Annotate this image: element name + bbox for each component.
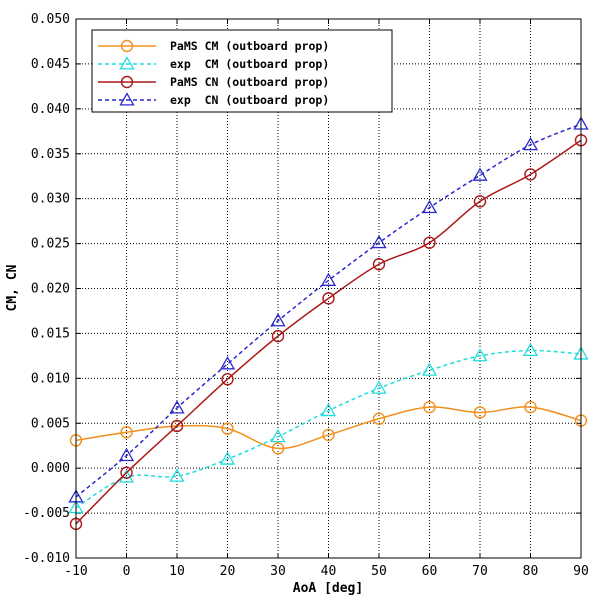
y-tick-label: 0.005 — [31, 416, 70, 431]
data-point — [320, 272, 337, 286]
x-tick-label: 30 — [270, 564, 286, 579]
legend-marker — [120, 39, 134, 53]
y-tick-label: 0.050 — [31, 12, 70, 27]
data-point — [118, 447, 135, 462]
data-point — [423, 400, 436, 414]
legend-marker — [119, 56, 135, 70]
plot-frame — [75, 18, 582, 559]
y-tick-label: 0.015 — [31, 326, 70, 341]
data-point — [221, 422, 234, 435]
data-point — [169, 400, 185, 414]
series-line — [75, 139, 582, 525]
tick-labels: -10 0 10 20 30 40 50 60 70 80 90 -0.010 -0.005 0.000 0… — [23, 12, 589, 579]
x-tick-label: 40 — [321, 564, 337, 579]
data-point — [219, 451, 236, 465]
data-point — [473, 406, 487, 419]
data-point — [270, 428, 286, 443]
data-point — [472, 348, 488, 362]
legend-marker — [119, 92, 135, 106]
x-tick-label: 80 — [523, 564, 539, 579]
y-tick-label: -0.005 — [23, 506, 70, 521]
data-point — [320, 402, 337, 417]
series-line — [75, 406, 582, 450]
y-tick-label: 0.030 — [31, 192, 70, 207]
data-point — [322, 292, 335, 305]
data-point — [170, 419, 184, 433]
data-point — [421, 362, 438, 376]
x-tick-label: 20 — [220, 564, 236, 579]
legend-box — [91, 29, 393, 113]
data-point — [524, 168, 537, 181]
data-point — [169, 468, 185, 482]
data-point — [524, 400, 537, 414]
y-tick-label: 0.000 — [31, 461, 70, 476]
legend: PaMS CM (outboard prop) exp CM (outboard … — [91, 29, 393, 113]
y-tick-label: 0.025 — [31, 237, 70, 252]
series-4 — [68, 116, 589, 503]
legend-label: PaMS CM (outboard prop) — [170, 39, 329, 53]
y-tick-label: 0.035 — [31, 147, 70, 162]
y-tick-label: 0.040 — [31, 102, 70, 117]
y-tick-label: 0.020 — [31, 282, 70, 297]
legend-marker — [120, 75, 134, 89]
data-point — [120, 426, 133, 439]
series-line — [75, 349, 582, 509]
data-point — [219, 356, 236, 370]
data-point — [371, 380, 387, 394]
x-tick-label: 90 — [573, 564, 589, 579]
series-layer — [68, 116, 589, 531]
data-point — [271, 442, 285, 455]
x-tick-label: -10 — [64, 564, 87, 579]
series-line — [75, 123, 582, 498]
x-axis-label: AoA [deg] — [293, 581, 363, 596]
x-tick-label: 60 — [422, 564, 438, 579]
data-point — [421, 199, 438, 214]
x-tick-label: 10 — [169, 564, 185, 579]
x-tick-label: 70 — [472, 564, 488, 579]
y-tick-label: 0.010 — [31, 371, 70, 386]
data-point — [120, 466, 133, 479]
data-point — [372, 412, 386, 425]
data-point — [372, 258, 386, 271]
x-tick-label: 50 — [371, 564, 387, 579]
series-2 — [68, 342, 589, 514]
data-point — [522, 342, 539, 357]
y-tick-label: 0.045 — [31, 57, 70, 72]
data-point — [423, 236, 436, 249]
legend-label: exp CM (outboard prop) — [170, 57, 329, 71]
data-point — [473, 195, 487, 208]
y-axis-label: CM, CN — [5, 264, 20, 311]
y-tick-label: -0.010 — [23, 551, 70, 566]
legend-label: PaMS CN (outboard prop) — [170, 75, 329, 89]
x-tick-label: 0 — [123, 564, 131, 579]
data-point — [371, 234, 387, 249]
data-point — [271, 329, 285, 343]
data-point — [221, 373, 234, 386]
legend-label: exp CN (outboard prop) — [170, 93, 329, 107]
data-point — [522, 136, 539, 151]
data-point — [472, 167, 488, 181]
data-point — [270, 313, 286, 327]
data-point — [322, 428, 335, 442]
